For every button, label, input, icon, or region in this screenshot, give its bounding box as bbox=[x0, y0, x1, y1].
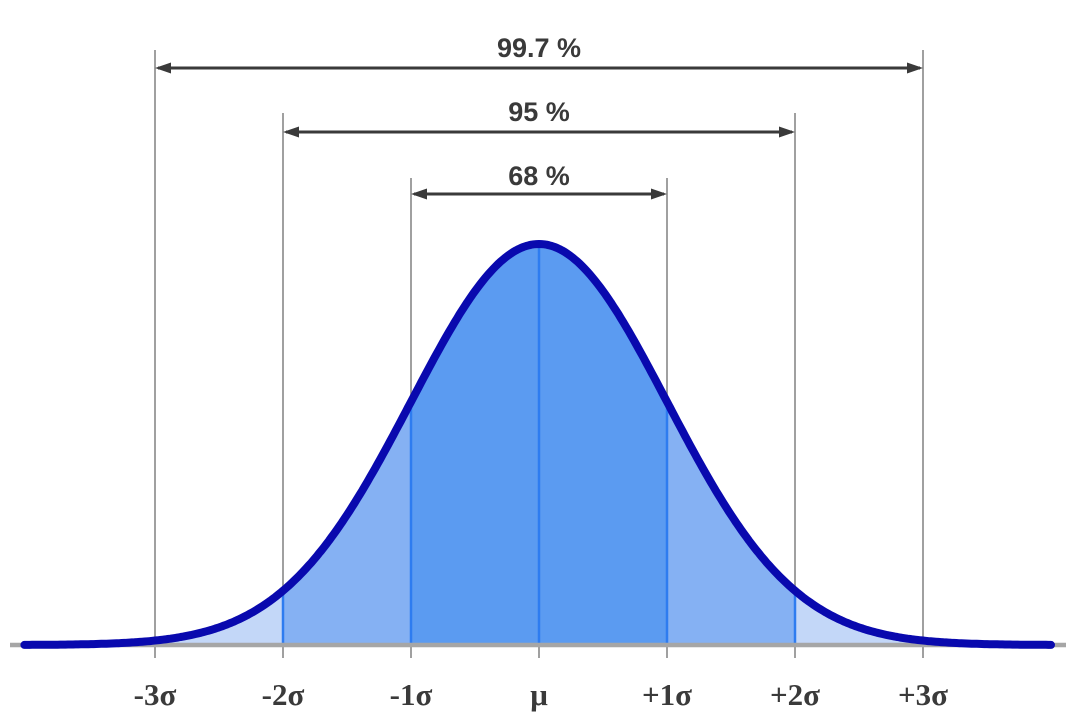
arrowhead-left-99.7 bbox=[155, 62, 171, 74]
x-tick-label-+3σ: +3σ bbox=[898, 677, 948, 712]
x-tick-label-μ: μ bbox=[530, 677, 548, 712]
band-label-95: 95 % bbox=[508, 97, 570, 127]
x-tick-label-+2σ: +2σ bbox=[770, 677, 820, 712]
arrowhead-right-68 bbox=[651, 188, 667, 200]
arrowhead-right-95 bbox=[779, 126, 795, 138]
bell-curve bbox=[20, 240, 1055, 649]
arrowhead-right-99.7 bbox=[907, 62, 923, 74]
x-tick-label--2σ: -2σ bbox=[262, 677, 305, 712]
x-tick-label--1σ: -1σ bbox=[390, 677, 433, 712]
x-tick-label--3σ: -3σ bbox=[134, 677, 177, 712]
arrowhead-left-95 bbox=[283, 126, 299, 138]
arrowhead-left-68 bbox=[411, 188, 427, 200]
band-label-99.7: 99.7 % bbox=[497, 33, 581, 63]
x-tick-label-+1σ: +1σ bbox=[642, 677, 692, 712]
band-label-68: 68 % bbox=[508, 161, 570, 191]
